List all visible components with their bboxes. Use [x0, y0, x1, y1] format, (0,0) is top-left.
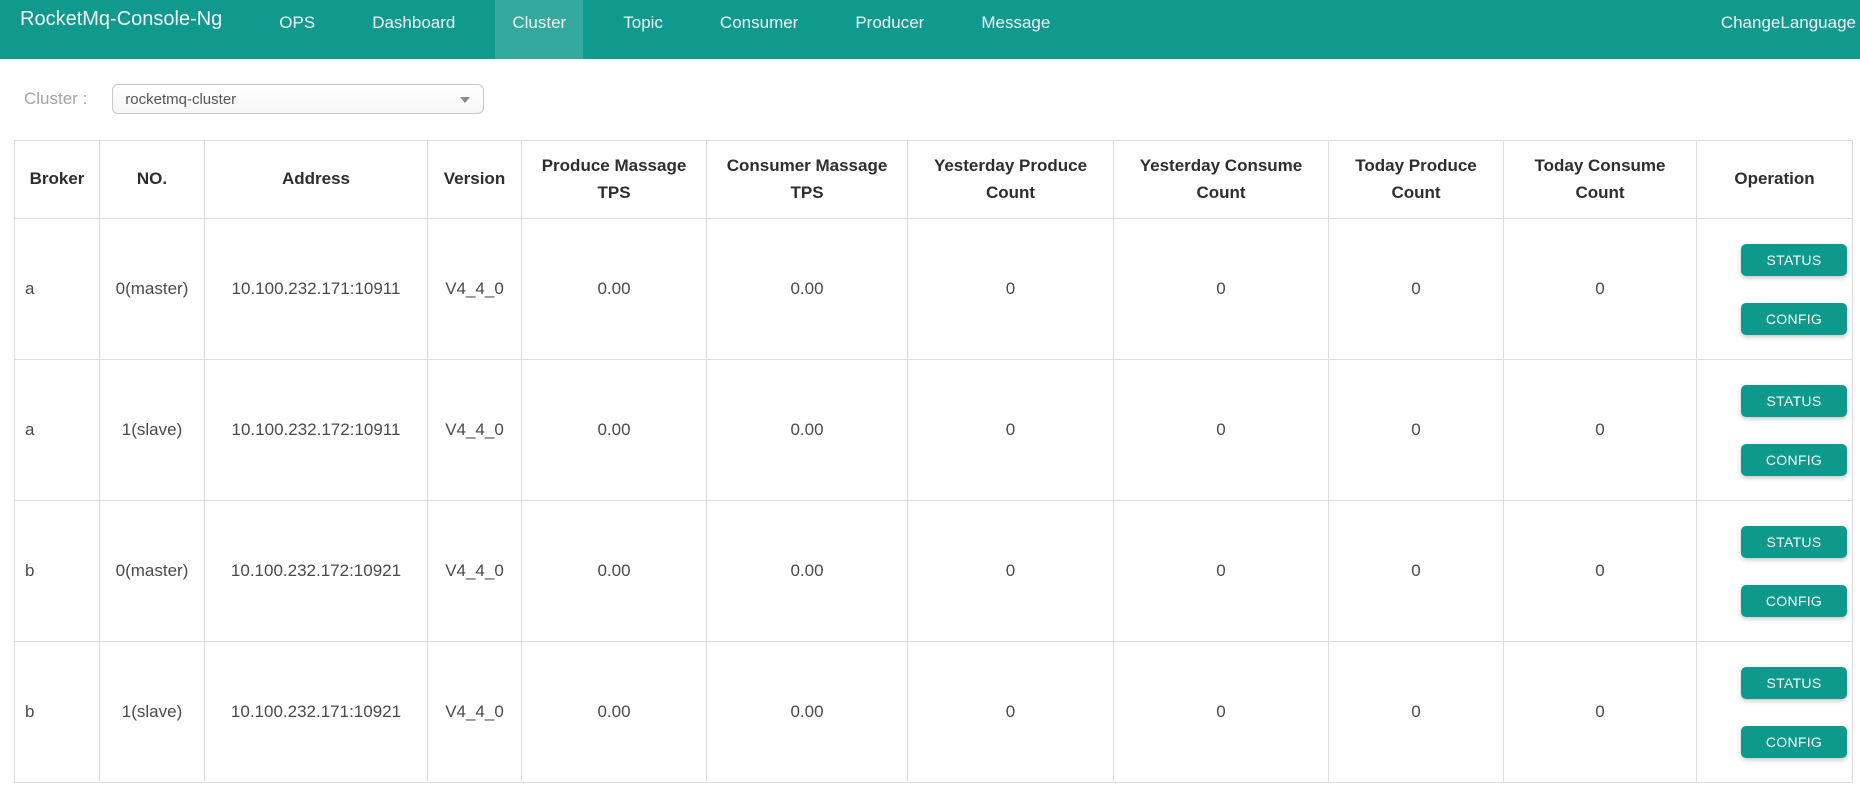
cell-version: V4_4_0 [427, 218, 522, 360]
nav-item-producer[interactable]: Producer [855, 13, 925, 32]
cell-today-produce: 0 [1328, 359, 1504, 501]
header-broker: Broker [14, 140, 100, 219]
cell-no: 1(slave) [99, 641, 205, 783]
cell-version: V4_4_0 [427, 641, 522, 783]
table-row: b 1(slave) 10.100.232.171:10921 V4_4_0 0… [14, 641, 1853, 783]
cell-broker: b [14, 500, 100, 642]
nav-item-ops[interactable]: OPS [279, 13, 316, 32]
cell-operation: STATUS CONFIG [1696, 218, 1853, 360]
cell-today-produce: 0 [1328, 218, 1504, 360]
config-button[interactable]: CONFIG [1741, 302, 1847, 335]
status-button[interactable]: STATUS [1741, 243, 1847, 276]
broker-table: Broker NO. Address Version Produce Massa… [14, 140, 1853, 783]
cell-yesterday-consume: 0 [1113, 359, 1329, 501]
nav-item-topic[interactable]: Topic [623, 13, 663, 32]
cell-produce-tps: 0.00 [521, 500, 707, 642]
cell-no: 0(master) [99, 500, 205, 642]
header-address: Address [204, 140, 428, 219]
cell-yesterday-consume: 0 [1113, 218, 1329, 360]
cell-today-consume: 0 [1503, 641, 1697, 783]
header-yesterday-consume: Yesterday Consume Count [1113, 140, 1329, 219]
table-row: a 0(master) 10.100.232.171:10911 V4_4_0 … [14, 218, 1853, 360]
change-language-link[interactable]: ChangeLanguage [1720, 13, 1856, 32]
cell-yesterday-produce: 0 [907, 500, 1114, 642]
header-no: NO. [99, 140, 205, 219]
cell-broker: a [14, 218, 100, 360]
cell-version: V4_4_0 [427, 500, 522, 642]
cell-version: V4_4_0 [427, 359, 522, 501]
cell-no: 0(master) [99, 218, 205, 360]
cell-today-produce: 0 [1328, 641, 1504, 783]
cell-operation: STATUS CONFIG [1696, 359, 1853, 501]
cell-consume-tps: 0.00 [706, 218, 908, 360]
table-header-row: Broker NO. Address Version Produce Massa… [14, 140, 1853, 219]
cell-today-produce: 0 [1328, 500, 1504, 642]
cell-address: 10.100.232.172:10911 [204, 359, 428, 501]
cell-yesterday-consume: 0 [1113, 641, 1329, 783]
nav-item-dashboard[interactable]: Dashboard [372, 13, 456, 32]
header-today-produce: Today Produce Count [1328, 140, 1504, 219]
cell-today-consume: 0 [1503, 500, 1697, 642]
cluster-select[interactable]: rocketmq-cluster [112, 84, 485, 114]
cell-address: 10.100.232.171:10921 [204, 641, 428, 783]
cell-yesterday-consume: 0 [1113, 500, 1329, 642]
header-consumer-tps: Consumer Massage TPS [706, 140, 908, 219]
config-button[interactable]: CONFIG [1741, 725, 1847, 758]
brand-title[interactable]: RocketMq-Console-Ng [20, 8, 223, 30]
cell-yesterday-produce: 0 [907, 359, 1114, 501]
header-today-consume: Today Consume Count [1503, 140, 1697, 219]
cell-today-consume: 0 [1503, 218, 1697, 360]
nav-item-message[interactable]: Message [981, 13, 1051, 32]
header-yesterday-produce: Yesterday Produce Count [907, 140, 1114, 219]
header-produce-tps: Produce Massage TPS [521, 140, 707, 219]
config-button[interactable]: CONFIG [1741, 584, 1847, 617]
cell-address: 10.100.232.171:10911 [204, 218, 428, 360]
cell-address: 10.100.232.172:10921 [204, 500, 428, 642]
status-button[interactable]: STATUS [1741, 525, 1847, 558]
status-button[interactable]: STATUS [1741, 384, 1847, 417]
cell-operation: STATUS CONFIG [1696, 500, 1853, 642]
table-row: a 1(slave) 10.100.232.172:10911 V4_4_0 0… [14, 359, 1853, 501]
cell-consume-tps: 0.00 [706, 641, 908, 783]
cluster-filter-row: Cluster : rocketmq-cluster [24, 84, 1860, 114]
nav-item-cluster[interactable]: Cluster [495, 0, 584, 59]
cell-produce-tps: 0.00 [521, 359, 707, 501]
nav-items: OPS Dashboard Cluster Topic Consumer Pro… [262, 0, 1090, 59]
status-button[interactable]: STATUS [1741, 666, 1847, 699]
table-row: b 0(master) 10.100.232.172:10921 V4_4_0 … [14, 500, 1853, 642]
cluster-filter-label: Cluster : [24, 89, 88, 108]
header-operation: Operation [1696, 140, 1853, 219]
header-version: Version [427, 140, 522, 219]
cell-no: 1(slave) [99, 359, 205, 501]
cell-yesterday-produce: 0 [907, 218, 1114, 360]
navbar: RocketMq-Console-Ng OPS Dashboard Cluste… [0, 0, 1860, 59]
cell-consume-tps: 0.00 [706, 359, 908, 501]
cell-broker: b [14, 641, 100, 783]
cell-yesterday-produce: 0 [907, 641, 1114, 783]
chevron-down-icon [460, 97, 471, 103]
cell-broker: a [14, 359, 100, 501]
cell-produce-tps: 0.00 [521, 218, 707, 360]
cell-consume-tps: 0.00 [706, 500, 908, 642]
config-button[interactable]: CONFIG [1741, 443, 1847, 476]
cell-today-consume: 0 [1503, 359, 1697, 501]
cluster-select-value: rocketmq-cluster [125, 90, 237, 108]
cell-operation: STATUS CONFIG [1696, 641, 1853, 783]
cell-produce-tps: 0.00 [521, 641, 707, 783]
nav-item-consumer[interactable]: Consumer [719, 13, 799, 32]
